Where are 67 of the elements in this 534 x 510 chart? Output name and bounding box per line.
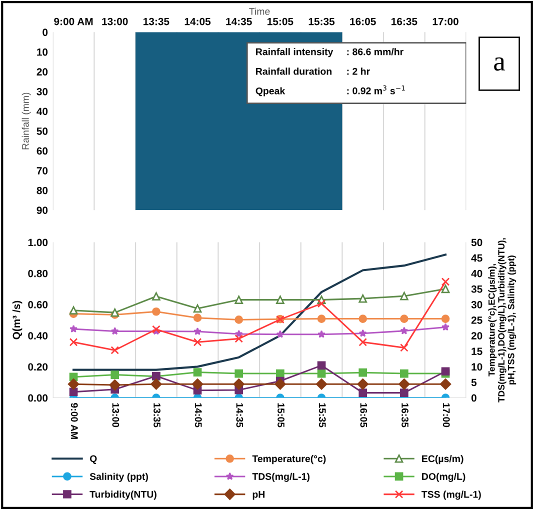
y-tick-label: 90	[36, 206, 48, 214]
y-tick-label: 0.80	[28, 270, 48, 278]
annotation: Rainfall duration	[256, 68, 332, 75]
x-tick-label: 9:00 AM	[70, 403, 78, 439]
annotation: : 86.6 mm/hr	[347, 48, 404, 56]
legend-label: pH	[252, 491, 264, 500]
y-tick-label: 0.20	[28, 363, 48, 371]
x-tick-label: 16:35	[392, 18, 418, 26]
x-tick-label: 14:05	[184, 18, 211, 26]
y-tick-label: 70	[36, 167, 48, 174]
legend-label: Salinity (ppt)	[90, 472, 148, 482]
x-tick-label: 14:35	[226, 18, 252, 26]
y-tick-label: 60	[36, 147, 48, 155]
y-tick-label: 0	[42, 28, 48, 36]
legend-label: EC(µs/m)	[422, 455, 464, 464]
y-tick-label: 0.40	[28, 332, 48, 340]
annotation: Qpeak	[256, 87, 286, 96]
annotation: : 0.92 m$^{3}$ s$^{−1}$	[347, 85, 405, 94]
x-axis-title: Time	[249, 8, 270, 15]
x-tick-label: 16:05	[350, 18, 376, 26]
x-tick-label: 16:05	[360, 403, 368, 428]
y2-tick-label: 10	[472, 363, 482, 371]
y2-tick-label: 25	[471, 316, 482, 324]
x-tick-label: 13:35	[154, 403, 160, 428]
legend-label: Turbidity(NTU)	[90, 490, 156, 500]
x-tick-label: 17:00	[442, 403, 450, 428]
y2-tick-label: 45	[471, 254, 482, 262]
x-tick-label: 15:35	[308, 18, 335, 26]
y-tick-label: 0.60	[28, 300, 48, 308]
y2-tick-label: 5	[471, 378, 477, 386]
x-tick-label: 13:00	[102, 18, 128, 26]
y2-tick-label: 15	[472, 348, 482, 356]
y-tick-label: 0.00	[28, 394, 48, 402]
annotation: : 2 hr	[347, 68, 370, 75]
x-tick-label: 13:00	[112, 403, 120, 428]
y2-axis-title: Temperature(°c),EC(µs/m), TDS(mg/L-1),DO(mg/L),Turbidity(NTU), pH,TSS (mg/L-1), Salinity (ppt)	[488, 238, 516, 402]
y-tick-label: 1.00	[28, 238, 48, 246]
y2-tick-label: 35	[471, 285, 482, 293]
legend-label: TDS(mg/L-1)	[252, 472, 310, 482]
x-tick-label: 13:35	[144, 18, 170, 26]
y2-tick-label: 50	[471, 238, 482, 246]
y-axis-title: Q(m³ /s)	[12, 300, 22, 340]
y-tick-label: 40	[36, 108, 48, 116]
x-tick-label: 15:35	[318, 403, 326, 428]
y-axis-title: Rainfall (mm)	[22, 92, 31, 150]
text: a	[494, 57, 506, 71]
x-tick-label: 16:35	[402, 403, 408, 428]
x-tick-label: 15:05	[268, 18, 294, 26]
y-tick-label: 80	[36, 186, 48, 194]
y-tick-label: 10	[37, 48, 48, 56]
y-tick-label: 50	[36, 128, 48, 135]
y2-tick-label: 20	[471, 332, 482, 340]
x-tick-label: 14:35	[236, 403, 244, 428]
y-tick-label: 20	[36, 68, 48, 76]
x-tick-label: 17:00	[432, 18, 458, 26]
x-tick-label: 15:05	[278, 403, 284, 428]
legend-label: Temperature(°c)	[252, 455, 326, 464]
y2-tick-label: 40	[471, 270, 482, 278]
x-tick-label: 14:05	[194, 403, 202, 428]
x-tick-label: 9:00 AM	[54, 18, 93, 26]
y-tick-label: 30	[36, 88, 48, 96]
annotation: Rainfall intensity	[256, 48, 334, 58]
y2-tick-label: 0	[471, 394, 476, 402]
legend-label: DO(mg/L)	[422, 472, 466, 482]
legend-label: TSS (mg/L-1)	[422, 490, 481, 500]
y2-tick-label: 30	[471, 300, 482, 308]
legend-label: Q	[90, 455, 97, 464]
